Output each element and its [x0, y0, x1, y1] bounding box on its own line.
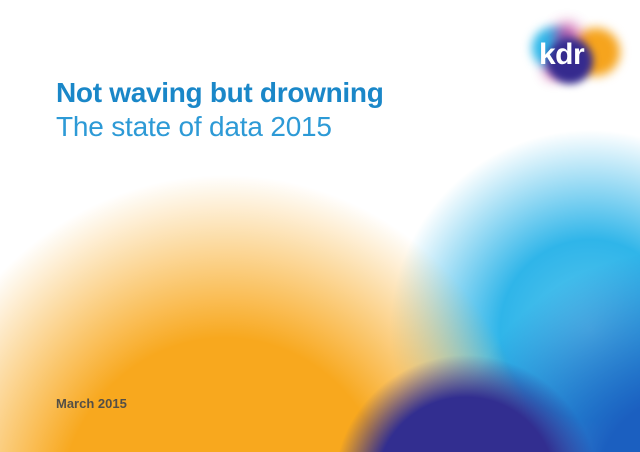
kdr-logo-text: kdr	[539, 38, 585, 71]
slide-subtitle: The state of data 2015	[56, 111, 332, 142]
slide-title: Not waving but drowning	[56, 77, 384, 108]
slide-date: March 2015	[56, 396, 127, 411]
kdr-logo: kdr	[523, 14, 627, 96]
logo-purple-circle-icon	[547, 38, 593, 84]
